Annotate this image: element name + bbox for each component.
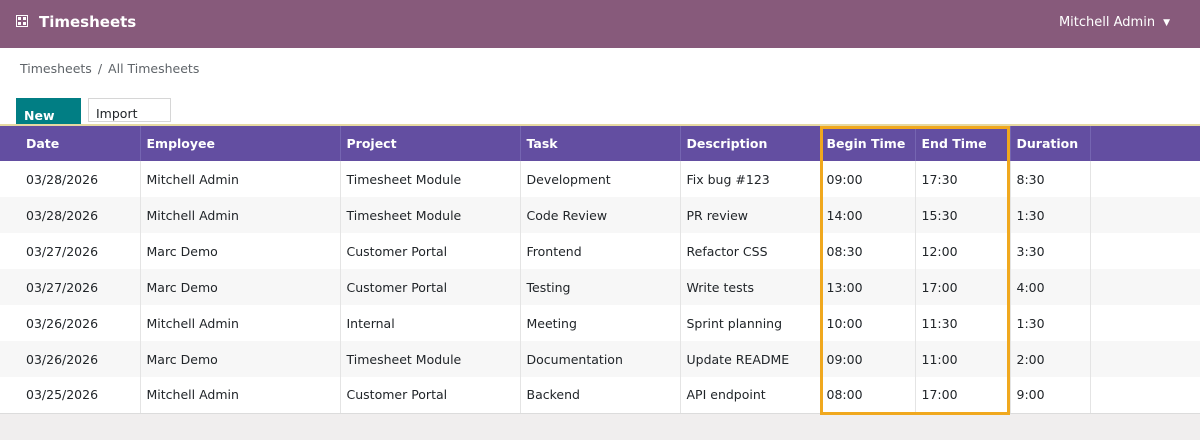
cell-description[interactable]: Refactor CSS bbox=[680, 233, 821, 269]
new-button[interactable]: New bbox=[16, 98, 81, 124]
user-menu[interactable]: Mitchell Admin ▼ bbox=[1059, 15, 1170, 30]
cell-date[interactable]: 03/28/2026 bbox=[0, 161, 141, 197]
cell-project[interactable]: Customer Portal bbox=[340, 269, 521, 305]
cell-extra[interactable] bbox=[1090, 233, 1200, 269]
cell-begin-time[interactable]: 08:30 bbox=[820, 233, 916, 269]
header-divider bbox=[0, 124, 1200, 126]
cell-date[interactable]: 03/27/2026 bbox=[0, 233, 141, 269]
timesheet-list: Date Employee Project Task Description Begin … bbox=[0, 126, 1200, 414]
cell-task[interactable]: Documentation bbox=[520, 341, 681, 377]
cell-begin-time[interactable]: 09:00 bbox=[820, 161, 916, 197]
column-header-employee[interactable]: Employee bbox=[140, 126, 341, 161]
cell-begin-time[interactable]: 08:00 bbox=[820, 377, 916, 414]
cell-task[interactable]: Backend bbox=[520, 377, 681, 414]
apps-grid-icon[interactable] bbox=[16, 15, 28, 27]
cell-task[interactable]: Development bbox=[520, 161, 681, 197]
cell-duration[interactable]: 4:00 bbox=[1010, 269, 1091, 305]
cell-project[interactable]: Customer Portal bbox=[340, 233, 521, 269]
column-header-extra[interactable] bbox=[1090, 126, 1200, 161]
cell-end-time[interactable]: 17:30 bbox=[915, 161, 1011, 197]
table-header-row: Date Employee Project Task Description Begin … bbox=[0, 126, 1200, 161]
cell-end-time[interactable]: 17:00 bbox=[915, 269, 1011, 305]
timesheet-table: Date Employee Project Task Description Begin … bbox=[0, 126, 1200, 414]
cell-date[interactable]: 03/25/2026 bbox=[0, 377, 141, 414]
cell-description[interactable]: API endpoint bbox=[680, 377, 821, 414]
cell-duration[interactable]: 9:00 bbox=[1010, 377, 1091, 414]
table-row[interactable]: 03/28/2026 Mitchell Admin Timesheet Module… bbox=[0, 161, 1200, 197]
cell-employee[interactable]: Mitchell Admin bbox=[140, 305, 341, 341]
breadcrumb-item-timesheets[interactable]: Timesheets bbox=[20, 61, 92, 76]
cell-employee[interactable]: Mitchell Admin bbox=[140, 377, 341, 414]
cell-description[interactable]: Update README bbox=[680, 341, 821, 377]
cell-project[interactable]: Timesheet Module bbox=[340, 161, 521, 197]
cell-begin-time[interactable]: 10:00 bbox=[820, 305, 916, 341]
caret-down-icon: ▼ bbox=[1163, 17, 1170, 28]
cell-begin-time[interactable]: 09:00 bbox=[820, 341, 916, 377]
cell-end-time[interactable]: 17:00 bbox=[915, 377, 1011, 414]
cell-task[interactable]: Testing bbox=[520, 269, 681, 305]
cell-extra[interactable] bbox=[1090, 161, 1200, 197]
import-button[interactable]: Import bbox=[88, 98, 171, 122]
cell-date[interactable]: 03/26/2026 bbox=[0, 341, 141, 377]
table-row[interactable]: 03/27/2026 Marc Demo Customer Portal Fronte… bbox=[0, 233, 1200, 269]
cell-employee[interactable]: Mitchell Admin bbox=[140, 161, 341, 197]
table-row[interactable]: 03/26/2026 Marc Demo Timesheet Module Docum… bbox=[0, 341, 1200, 377]
cell-date[interactable]: 03/28/2026 bbox=[0, 197, 141, 233]
cell-extra[interactable] bbox=[1090, 197, 1200, 233]
control-panel: Timesheets / All Timesheets New Import bbox=[0, 48, 1200, 124]
cell-project[interactable]: Internal bbox=[340, 305, 521, 341]
column-header-duration[interactable]: Duration bbox=[1010, 126, 1091, 161]
cell-task[interactable]: Frontend bbox=[520, 233, 681, 269]
cell-task[interactable]: Meeting bbox=[520, 305, 681, 341]
breadcrumb: Timesheets / All Timesheets bbox=[20, 61, 199, 76]
top-navbar: Timesheets Mitchell Admin ▼ bbox=[0, 0, 1200, 48]
cell-project[interactable]: Timesheet Module bbox=[340, 197, 521, 233]
cell-end-time[interactable]: 11:00 bbox=[915, 341, 1011, 377]
table-body: 03/28/2026 Mitchell Admin Timesheet Module… bbox=[0, 161, 1200, 414]
app-title[interactable]: Timesheets bbox=[39, 13, 137, 31]
table-row[interactable]: 03/28/2026 Mitchell Admin Timesheet Module… bbox=[0, 197, 1200, 233]
cell-employee[interactable]: Marc Demo bbox=[140, 269, 341, 305]
cell-date[interactable]: 03/26/2026 bbox=[0, 305, 141, 341]
cell-extra[interactable] bbox=[1090, 377, 1200, 414]
cell-extra[interactable] bbox=[1090, 341, 1200, 377]
cell-begin-time[interactable]: 13:00 bbox=[820, 269, 916, 305]
cell-description[interactable]: Write tests bbox=[680, 269, 821, 305]
cell-duration[interactable]: 3:30 bbox=[1010, 233, 1091, 269]
cell-description[interactable]: Fix bug #123 bbox=[680, 161, 821, 197]
cell-task[interactable]: Code Review bbox=[520, 197, 681, 233]
cell-end-time[interactable]: 12:00 bbox=[915, 233, 1011, 269]
column-header-description[interactable]: Description bbox=[680, 126, 821, 161]
cell-description[interactable]: PR review bbox=[680, 197, 821, 233]
column-header-task[interactable]: Task bbox=[520, 126, 681, 161]
cell-end-time[interactable]: 15:30 bbox=[915, 197, 1011, 233]
cell-end-time[interactable]: 11:30 bbox=[915, 305, 1011, 341]
cell-employee[interactable]: Marc Demo bbox=[140, 341, 341, 377]
cell-begin-time[interactable]: 14:00 bbox=[820, 197, 916, 233]
cell-description[interactable]: Sprint planning bbox=[680, 305, 821, 341]
column-header-date[interactable]: Date bbox=[0, 126, 141, 161]
cell-project[interactable]: Timesheet Module bbox=[340, 341, 521, 377]
cell-employee[interactable]: Mitchell Admin bbox=[140, 197, 341, 233]
breadcrumb-item-current: All Timesheets bbox=[108, 61, 200, 76]
cell-extra[interactable] bbox=[1090, 305, 1200, 341]
column-header-project[interactable]: Project bbox=[340, 126, 521, 161]
breadcrumb-separator: / bbox=[97, 61, 103, 76]
cell-project[interactable]: Customer Portal bbox=[340, 377, 521, 414]
cell-duration[interactable]: 1:30 bbox=[1010, 197, 1091, 233]
column-header-end-time[interactable]: End Time bbox=[915, 126, 1011, 161]
table-row[interactable]: 03/25/2026 Mitchell Admin Customer Portal B… bbox=[0, 377, 1200, 414]
cell-employee[interactable]: Marc Demo bbox=[140, 233, 341, 269]
cell-duration[interactable]: 8:30 bbox=[1010, 161, 1091, 197]
column-header-begin-time[interactable]: Begin Time bbox=[820, 126, 916, 161]
table-row[interactable]: 03/26/2026 Mitchell Admin Internal Meeting S… bbox=[0, 305, 1200, 341]
table-row[interactable]: 03/27/2026 Marc Demo Customer Portal Testin… bbox=[0, 269, 1200, 305]
user-name: Mitchell Admin bbox=[1058, 15, 1156, 30]
cell-duration[interactable]: 1:30 bbox=[1010, 305, 1091, 341]
cell-duration[interactable]: 2:00 bbox=[1010, 341, 1091, 377]
cell-extra[interactable] bbox=[1090, 269, 1200, 305]
cell-date[interactable]: 03/27/2026 bbox=[0, 269, 141, 305]
